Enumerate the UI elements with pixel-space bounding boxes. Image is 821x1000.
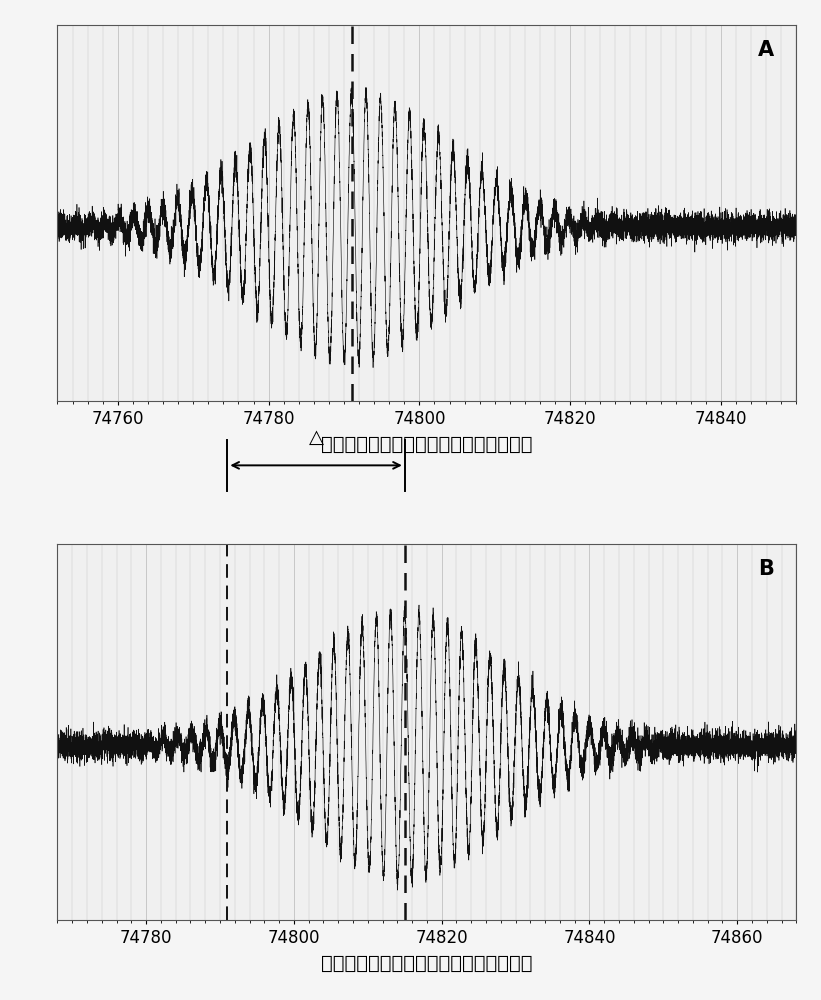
X-axis label: 发生形变前步进电机的位置读数（微米）: 发生形变前步进电机的位置读数（微米） (321, 435, 533, 454)
Text: B: B (759, 559, 774, 579)
Text: △: △ (309, 428, 323, 447)
Text: A: A (758, 40, 774, 60)
X-axis label: 发生形变后步进电机的位置读数（微米）: 发生形变后步进电机的位置读数（微米） (321, 954, 533, 973)
